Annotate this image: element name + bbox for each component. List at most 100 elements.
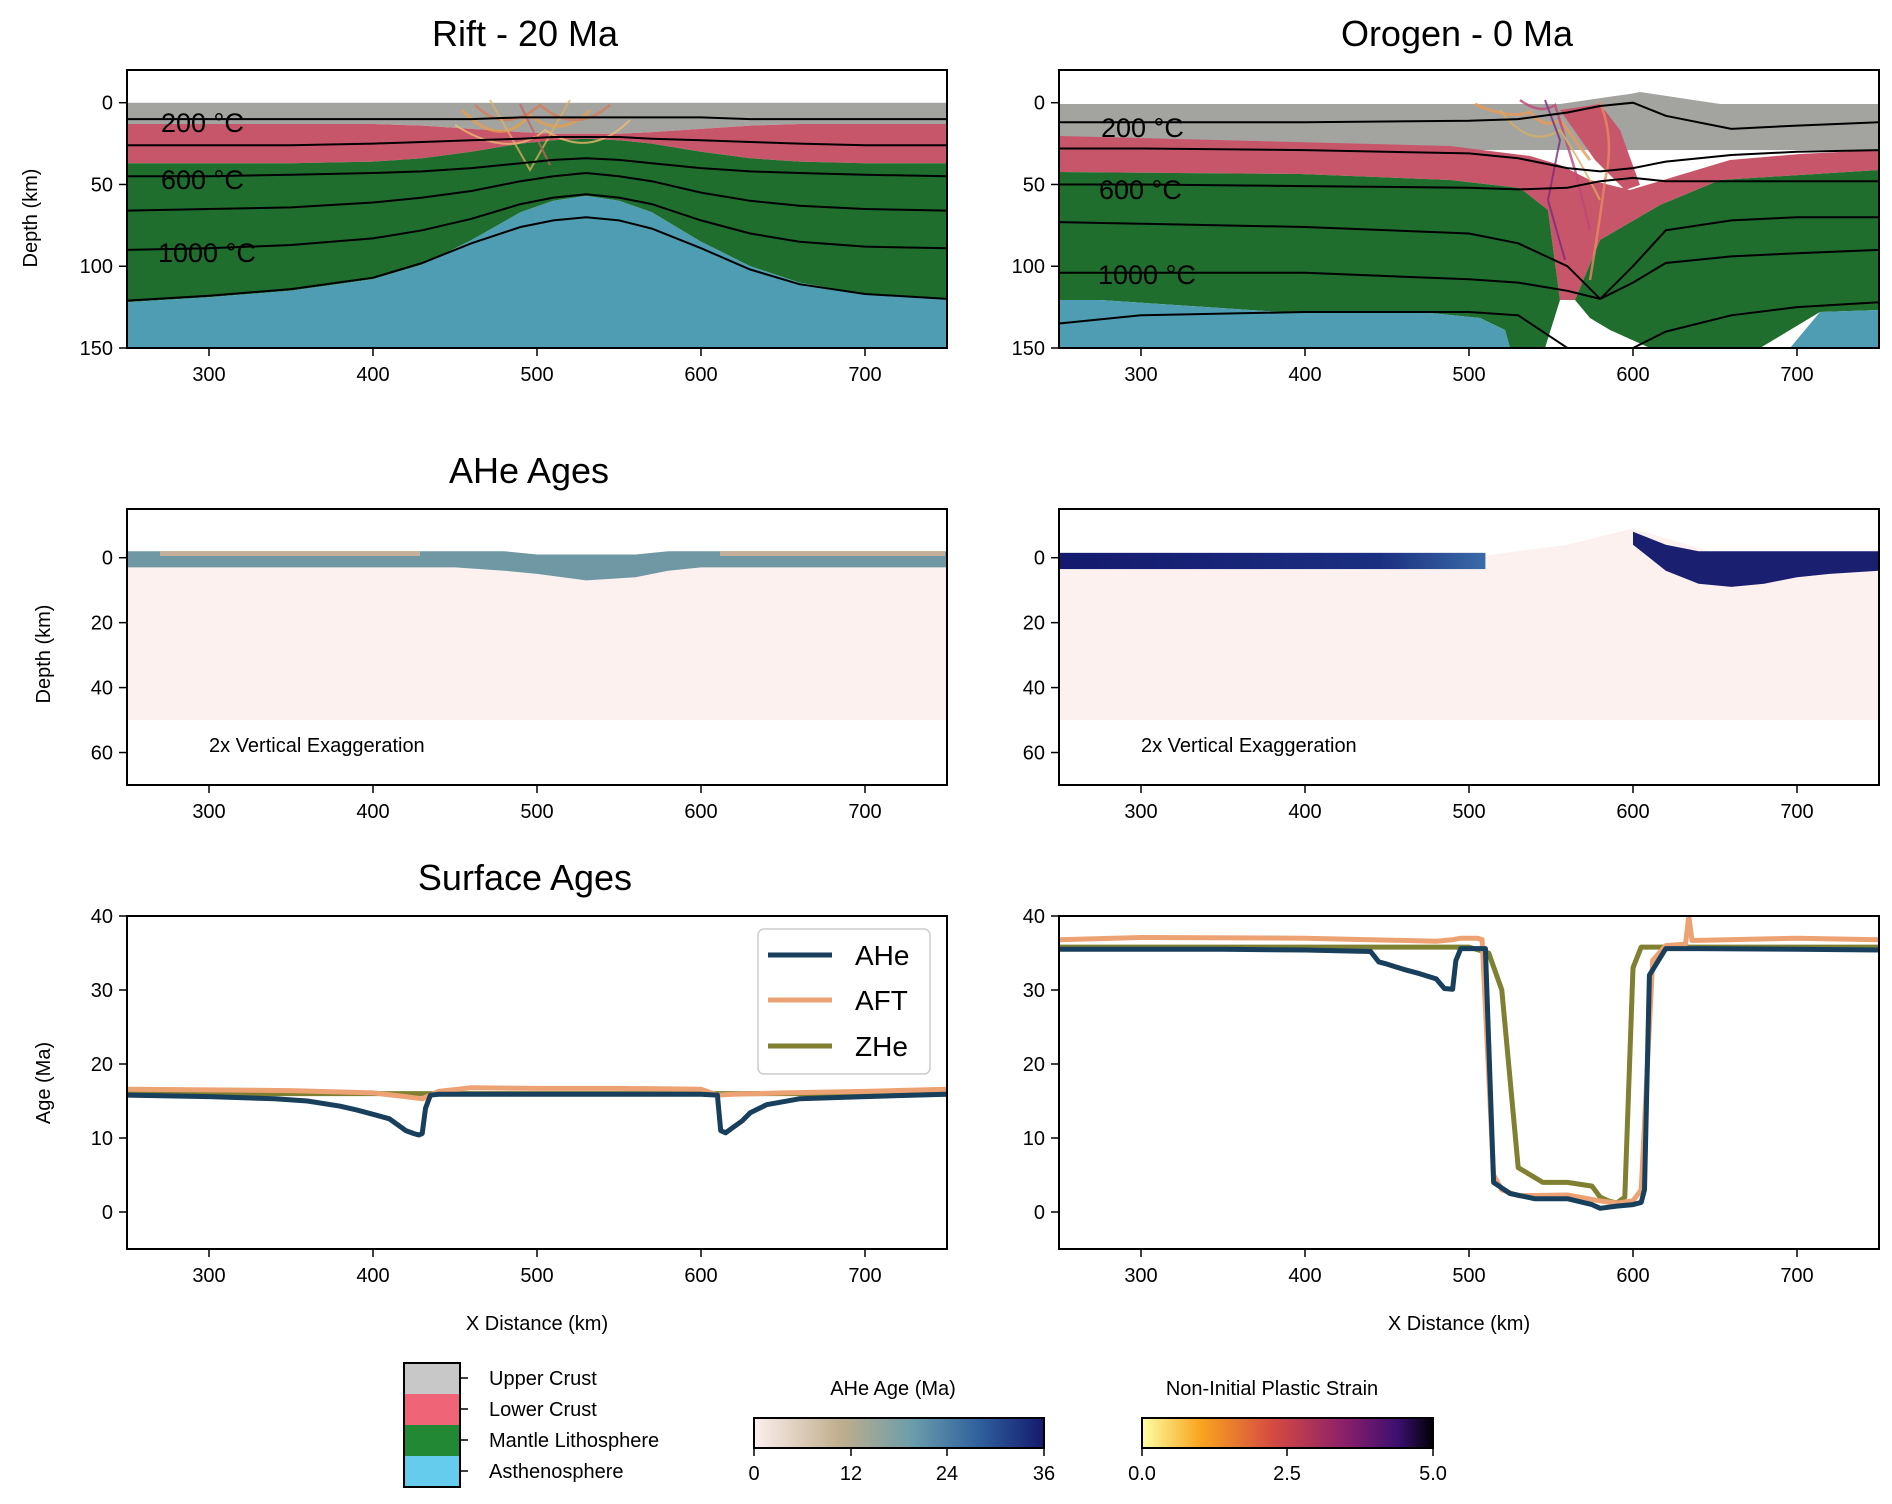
rift-surface-series-ahe	[127, 1091, 947, 1138]
orogen-ahe-xticks: 300 400 500 600 700	[1124, 785, 1814, 823]
rift-surface-series-aft	[127, 1085, 947, 1102]
rift-model-xtick-label: 400	[356, 364, 389, 386]
strain-colorbar: Non-Initial Plastic Strain 0.0 2.5 5.0	[1128, 1378, 1447, 1485]
rift-ahe-background	[127, 557, 947, 721]
orogen-isotherms	[1059, 101, 1879, 348]
panel-orogen-model: 200 °C 600 °C 1000 °C 300 400 500 600 700 0 5…	[1012, 69, 1880, 386]
orogen-model-yticks: 0 50 100 150	[1012, 93, 1059, 360]
legend-zhe-label: ZHe	[855, 1031, 908, 1062]
orogen-ahe-ytick-label: 60	[1023, 743, 1045, 765]
rift-ahe-ytick-label: 40	[91, 678, 113, 700]
rift-surface-ytick-label: 30	[91, 980, 113, 1002]
ahe-colorbar-tick: 24	[936, 1463, 958, 1485]
rift-surface-xtick-label: 400	[356, 1265, 389, 1287]
orogen-ahe-ytick-label: 40	[1023, 678, 1045, 700]
orogen-ahe-xtick-label: 700	[1780, 801, 1813, 823]
orogen-isotherm-line	[1059, 176, 1879, 191]
rift-surface-xtick-label: 300	[192, 1265, 225, 1287]
orogen-model-ytick-label: 150	[1012, 338, 1045, 360]
rift-model-xticks: 300 400 500 600 700	[192, 348, 882, 386]
orogen-ahe-yticks: 0 20 40 60	[1023, 548, 1059, 765]
ahe-colorbar: AHe Age (Ma) 0 12 24 36	[748, 1378, 1055, 1485]
orogen-surface-ytick-label: 40	[1023, 906, 1045, 928]
rift-ahe-surface-band	[127, 551, 947, 581]
rift-model-xtick-label: 500	[520, 364, 553, 386]
orogen-surface-xtick-label: 600	[1616, 1265, 1649, 1287]
material-legend-frame	[403, 1362, 461, 1488]
panel-rift-ahe: 2x Vertical Exaggeration 300 400 500 600 700…	[33, 508, 948, 823]
ahe-colorbar-tick: 12	[840, 1463, 862, 1485]
strain-colorbar-title: Non-Initial Plastic Strain	[1166, 1378, 1378, 1400]
ahe-colorbar-ramp	[753, 1417, 1045, 1449]
orogen-surface-ytick-label: 20	[1023, 1054, 1045, 1076]
orogen-ahe-ytick-label: 0	[1034, 548, 1045, 570]
rift-surface-ylabel: Age (Ma)	[33, 1042, 55, 1124]
rift-ahe-note: 2x Vertical Exaggeration	[209, 735, 425, 757]
rift-ahe-ytick-label: 60	[91, 743, 113, 765]
rift-surface-xlabel: X Distance (km)	[466, 1313, 608, 1335]
ahe-colorbar-tick: 0	[748, 1463, 759, 1485]
orogen-model-xticks: 300 400 500 600 700	[1124, 348, 1814, 386]
orogen-ahe-note: 2x Vertical Exaggeration	[1141, 735, 1357, 757]
orogen-mantle-lithosphere-right	[1575, 170, 1879, 348]
rift-surface-xtick-label: 500	[520, 1265, 553, 1287]
orogen-surface-ytick-label: 0	[1034, 1202, 1045, 1224]
orogen-iso-label-200: 200 °C	[1101, 113, 1184, 143]
rift-surface-lines	[127, 1085, 947, 1138]
rift-surface-yticks: 0 10 20 30 40	[91, 906, 127, 1224]
orogen-ahe-xtick-label: 600	[1616, 801, 1649, 823]
material-label-mantle: Mantle Lithosphere	[489, 1430, 659, 1452]
surface-legend: AHe AFT ZHe	[757, 928, 931, 1075]
orogen-surface-xtick-label: 400	[1288, 1265, 1321, 1287]
orogen-isotherm-line	[1059, 216, 1879, 301]
material-swatch-asthenosphere	[404, 1456, 460, 1487]
orogen-ahe-xtick-label: 500	[1452, 801, 1485, 823]
orogen-surface-yticks: 0 10 20 30 40	[1023, 906, 1059, 1224]
orogen-surface-xlabel: X Distance (km)	[1388, 1313, 1530, 1335]
rift-iso-label-200: 200 °C	[161, 108, 244, 138]
orogen-isotherm-line	[1059, 147, 1879, 173]
rift-ahe-yticks: 0 20 40 60	[91, 548, 127, 765]
rift-model-ytick-label: 100	[80, 256, 113, 278]
panel-rift-surface: 300 400 500 600 700 0 10 20 30 40 X Distance (km…	[33, 906, 948, 1335]
rift-iso-label-600: 600 °C	[161, 165, 244, 195]
orogen-surface-ytick-label: 10	[1023, 1128, 1045, 1150]
orogen-model-xtick-label: 700	[1780, 364, 1813, 386]
material-label-upper-crust: Upper Crust	[489, 1368, 597, 1390]
rift-isotherm-line	[127, 171, 947, 212]
rift-surface-xtick-label: 600	[684, 1265, 717, 1287]
rift-surface-ytick-label: 20	[91, 1054, 113, 1076]
orogen-iso-label-1000: 1000 °C	[1098, 260, 1196, 290]
orogen-surface-xtick-label: 500	[1452, 1265, 1485, 1287]
rift-surface-xticks: 300 400 500 600 700	[192, 1249, 882, 1287]
orogen-iso-label-600: 600 °C	[1099, 175, 1182, 205]
orogen-surface-xtick-label: 700	[1780, 1265, 1813, 1287]
material-swatch-lower-crust	[404, 1394, 460, 1425]
rift-lower-crust	[127, 124, 947, 164]
rift-model-xtick-label: 700	[848, 364, 881, 386]
rift-ahe-xtick-label: 300	[192, 801, 225, 823]
orogen-isotherm-line	[1059, 248, 1879, 300]
rift-ahe-xtick-label: 500	[520, 801, 553, 823]
rift-isotherms	[127, 116, 947, 302]
title-surface: Surface Ages	[418, 857, 632, 898]
orogen-surface-lines	[1059, 916, 1879, 1211]
orogen-surface-xticks: 300 400 500 600 700	[1124, 1249, 1814, 1287]
orogen-surface-frame	[1058, 915, 1880, 1250]
orogen-surface-ytick-label: 30	[1023, 980, 1045, 1002]
legend-ahe-label: AHe	[855, 940, 909, 971]
rift-ahe-young-right	[720, 551, 945, 556]
title-orogen: Orogen - 0 Ma	[1341, 13, 1574, 54]
rift-model-ytick-label: 50	[91, 174, 113, 196]
orogen-surface-series-ahe	[1059, 946, 1879, 1211]
strain-colorbar-tick: 2.5	[1273, 1463, 1301, 1485]
orogen-model-ytick-label: 100	[1012, 256, 1045, 278]
rift-model-xtick-label: 300	[192, 364, 225, 386]
orogen-surface-series-zhe	[1059, 944, 1879, 1206]
strain-colorbar-tick: 0.0	[1128, 1463, 1156, 1485]
ahe-colorbar-tick: 36	[1033, 1463, 1055, 1485]
material-swatch-upper-crust	[404, 1363, 460, 1394]
rift-model-yticks: 0 50 100 150	[80, 93, 127, 360]
orogen-ahe-xtick-label: 300	[1124, 801, 1157, 823]
